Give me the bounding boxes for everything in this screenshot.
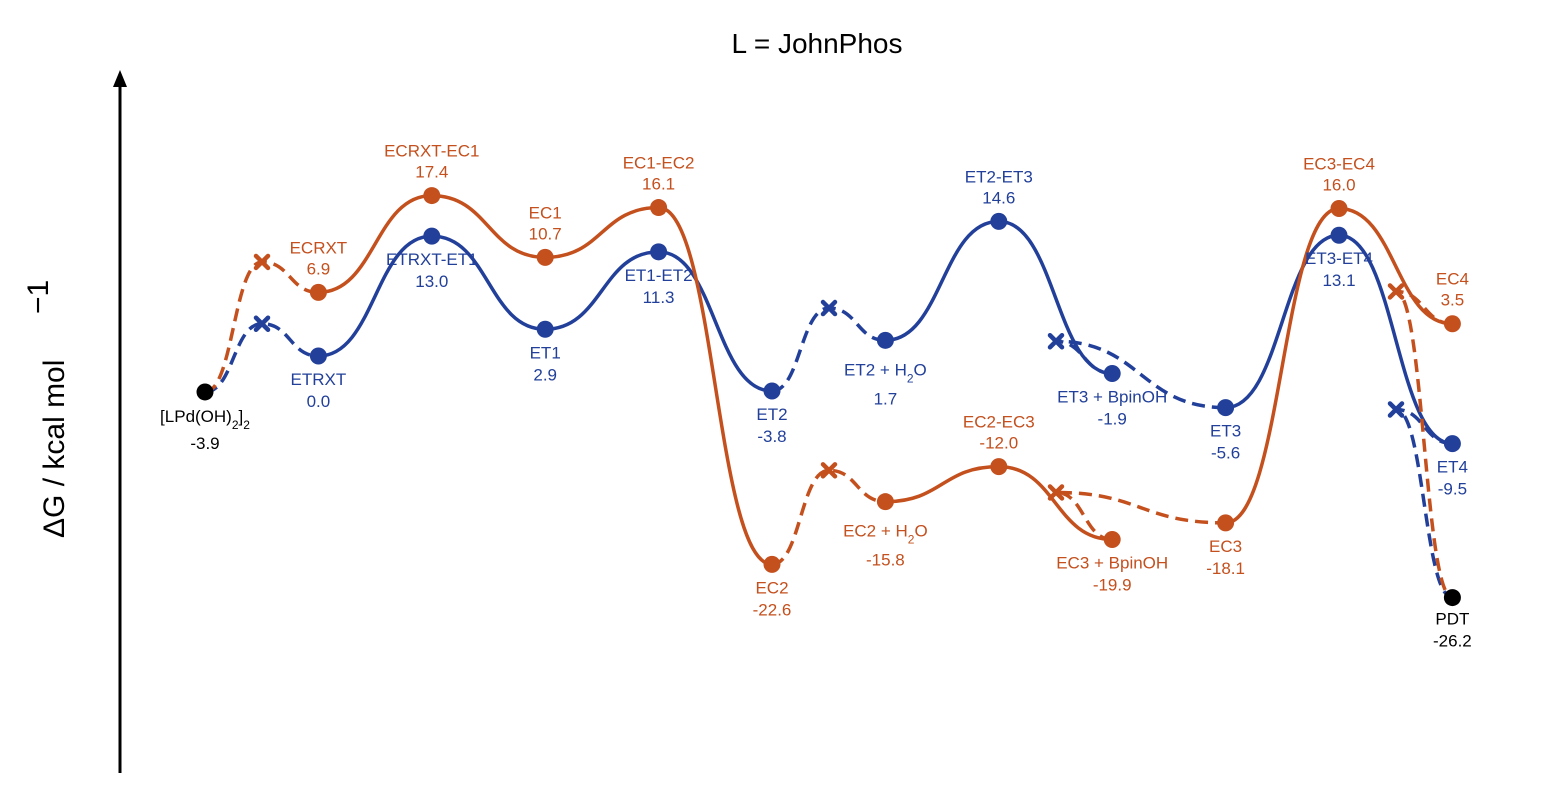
labels-layer: ETRXT 0.0 ETRXT-ET1 13.0 ET1 2.9 ET1-ET2 11.3 ET…: [160, 142, 1472, 651]
et-point-label-3: ET1: [530, 343, 561, 362]
et-point-label-9: ET3: [1210, 422, 1241, 441]
et-point-10: [1330, 226, 1348, 244]
y-axis-arrowhead: [113, 70, 127, 87]
start-point: [196, 383, 214, 401]
ec-point-label-7: EC2-EC3: [963, 413, 1035, 432]
et-cross-marker-4: [1387, 401, 1405, 418]
et-dashed-segment-3: [1055, 339, 1226, 410]
end-point-label: PDT: [1435, 610, 1469, 629]
ec-point-9: [1217, 514, 1235, 532]
ec-point-value-5: -22.6: [753, 600, 792, 619]
ec-point-10: [1330, 199, 1348, 217]
ec-dashed-segment-1: [204, 260, 319, 394]
ec-point-label-2: ECRXT-EC1: [384, 142, 479, 161]
et-point-value-2: 13.0: [415, 272, 448, 291]
et-point-value-6: 1.7: [874, 389, 898, 408]
ec-point-value-6: -15.8: [866, 551, 905, 570]
ec-point-label-5: EC2: [755, 578, 788, 597]
ec-point-7: [990, 458, 1008, 476]
ec-point-value-2: 17.4: [415, 163, 448, 182]
et-point-value-7: 14.6: [982, 188, 1015, 207]
ec-point-value-4: 16.1: [642, 175, 675, 194]
et-point-2: [423, 227, 441, 245]
et-point-value-3: 2.9: [533, 365, 557, 384]
et-point-7: [990, 212, 1008, 230]
et-point-label-4: ET1-ET2: [625, 266, 693, 285]
y-axis-label-group: ΔG / kcal mol −1: [22, 280, 71, 538]
et-point-4: [650, 243, 668, 261]
et-cross-marker-1: [253, 315, 271, 332]
et-cross-marker-2: [820, 299, 838, 317]
ec-point-label-10: EC3-EC4: [1303, 154, 1375, 173]
et-cross-marker-3: [1047, 332, 1065, 350]
ec-point-value-10: 16.0: [1322, 175, 1355, 194]
ec-dashed-segment-4: [1395, 289, 1454, 600]
ec-point-value-1: 6.9: [307, 259, 331, 278]
et-point-1: [309, 347, 327, 365]
et-point-label-7: ET2-ET3: [965, 167, 1033, 186]
et-point-label-6: ET2 + H2O: [844, 360, 927, 385]
chart-title: L = JohnPhos: [732, 28, 903, 59]
start-point-value: -3.9: [190, 434, 219, 453]
et-point-5: [763, 382, 781, 400]
ec-point-value-9: -18.1: [1206, 559, 1245, 578]
et-point-label-11: ET4: [1437, 458, 1468, 477]
ec-point-5: [763, 555, 781, 573]
et-point-8: [1103, 365, 1121, 383]
ec-point-label-1: ECRXT: [290, 238, 348, 257]
et-point-value-1: 0.0: [307, 392, 331, 411]
et-dashed-segment-1: [204, 321, 319, 394]
et-point-label-10: ET3-ET4: [1305, 249, 1373, 268]
et-point-11: [1443, 435, 1461, 453]
et-dashed-segment-4: [1395, 407, 1454, 600]
ec-point-value-11: 3.5: [1441, 291, 1465, 310]
ec-point-label-9: EC3: [1209, 537, 1242, 556]
ec-point-value-8: -19.9: [1093, 575, 1132, 594]
et-point-value-4: 11.3: [643, 288, 675, 307]
markers-layer: [196, 187, 1461, 607]
ec-cross-marker-1: [253, 253, 271, 271]
ec-point-value-3: 10.7: [529, 224, 562, 243]
et-point-label-1: ETRXT: [291, 370, 347, 389]
et-point-3: [536, 320, 554, 338]
ec-point-3: [536, 248, 554, 266]
et-point-value-8: -1.9: [1098, 410, 1127, 429]
ec-dashed-segment-3: [1055, 490, 1226, 542]
start-point-label: [LPd(OH)2]2: [160, 407, 250, 432]
et-point-label-8: ET3 + BpinOH: [1057, 388, 1167, 407]
et-point-label-5: ET2: [756, 405, 787, 424]
et-point-label-2: ETRXT-ET1: [386, 250, 478, 269]
ec-point-8: [1103, 530, 1121, 548]
ec-point-11: [1443, 315, 1461, 333]
end-point: [1443, 589, 1461, 607]
end-point-value: -26.2: [1433, 632, 1472, 651]
ec-point-label-6: EC2 + H2O: [843, 522, 928, 547]
y-axis: [113, 70, 127, 773]
ec-cross-marker-4: [1387, 283, 1405, 300]
ec-point-label-8: EC3 + BpinOH: [1056, 553, 1168, 572]
ec-cross-marker-2: [820, 462, 838, 479]
ec-cross-marker-3: [1047, 484, 1065, 501]
ec-point-label-11: EC4: [1436, 270, 1469, 289]
et-point-value-9: -5.6: [1211, 444, 1240, 463]
ec-point-2: [423, 187, 441, 205]
ec-solid-segment-3: [1225, 206, 1453, 525]
ec-point-label-4: EC1-EC2: [623, 154, 695, 173]
ec-point-1: [309, 283, 327, 301]
et-point-9: [1217, 399, 1235, 417]
ec-point-label-3: EC1: [529, 203, 562, 222]
et-point-6: [876, 331, 894, 349]
y-axis-label: ΔG / kcal mol: [38, 360, 71, 538]
ec-solid-segment-1: [318, 193, 773, 567]
et-point-value-5: -3.8: [757, 427, 786, 446]
et-point-value-10: 13.1: [1322, 271, 1355, 290]
et-point-value-11: -9.5: [1438, 480, 1467, 499]
ec-point-value-7: -12.0: [979, 434, 1018, 453]
ec-point-6: [876, 493, 894, 511]
y-axis-label-superscript: −1: [22, 280, 55, 314]
ec-point-4: [650, 199, 668, 217]
